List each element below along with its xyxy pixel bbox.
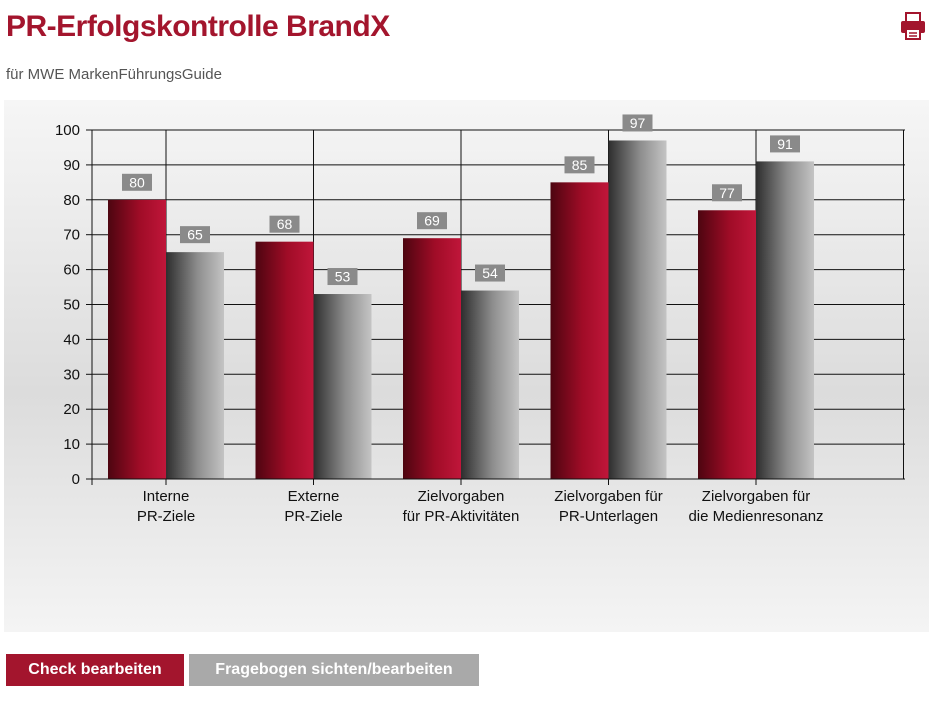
fragebogen-button[interactable]: Fragebogen sichten/bearbeiten — [189, 654, 479, 686]
data-label-box — [770, 135, 800, 153]
printer-icon[interactable] — [900, 12, 926, 40]
data-label-box — [122, 173, 152, 191]
bar — [166, 252, 224, 479]
data-label: 91 — [777, 136, 793, 152]
x-tick-label: PR-Unterlagen — [559, 508, 658, 525]
y-tick-label: 30 — [63, 366, 80, 383]
bar — [756, 161, 814, 479]
y-tick-label: 10 — [63, 436, 80, 453]
x-tick-label: Interne — [143, 488, 190, 505]
y-tick-label: 50 — [63, 297, 80, 314]
bar-chart: 80 65 68 53 69 54 85 97 77 91 0 10 20 30 40 50 60 70 80 90… — [55, 114, 905, 525]
page-title: PR-Erfolgskontrolle BrandX — [6, 10, 390, 43]
bar — [461, 290, 519, 479]
x-tick-label: Zielvorgaben für — [554, 488, 662, 505]
y-tick-label: 80 — [63, 192, 80, 209]
data-label: 77 — [719, 185, 735, 201]
data-label-box — [564, 156, 595, 174]
data-label: 85 — [572, 157, 588, 173]
bar — [313, 294, 372, 479]
data-label-box — [180, 226, 210, 244]
data-label: 69 — [424, 213, 440, 229]
data-label: 65 — [187, 227, 203, 243]
data-label: 53 — [335, 269, 351, 285]
x-tick-label: Zielvorgaben für — [702, 488, 810, 505]
page-subtitle: für MWE MarkenFührungsGuide — [6, 66, 222, 83]
bar — [608, 140, 667, 479]
y-tick-label: 70 — [63, 227, 80, 244]
y-tick-label: 0 — [72, 471, 80, 488]
data-label-box — [417, 212, 447, 230]
check-bearbeiten-button[interactable]: Check bearbeiten — [6, 654, 184, 686]
y-tick-label: 40 — [63, 331, 80, 348]
data-label: 54 — [482, 265, 498, 281]
chart-panel: 80 65 68 53 69 54 85 97 77 91 0 10 20 30 40 50 60 70 80 90… — [4, 100, 929, 632]
bar — [698, 210, 756, 479]
data-label-box — [327, 268, 358, 286]
bar — [403, 238, 461, 479]
data-label-box — [712, 184, 742, 202]
y-tick-label: 90 — [63, 157, 80, 174]
x-tick-label: für PR-Aktivitäten — [403, 508, 520, 525]
x-tick-label: Externe — [288, 488, 340, 505]
data-label-box — [475, 264, 505, 282]
y-tick-label: 20 — [63, 401, 80, 418]
data-label: 80 — [129, 174, 145, 190]
data-label-box — [622, 114, 653, 132]
x-tick-label: Zielvorgaben — [418, 488, 505, 505]
x-tick-label: die Medienresonanz — [688, 508, 823, 525]
bar — [550, 182, 609, 479]
x-tick-label: PR-Ziele — [284, 508, 342, 525]
data-label: 97 — [630, 115, 646, 131]
bar — [108, 199, 166, 480]
bar — [255, 241, 314, 479]
y-tick-label: 100 — [55, 122, 80, 139]
data-label-box — [269, 215, 300, 233]
y-tick-label: 60 — [63, 262, 80, 279]
data-label: 68 — [277, 216, 293, 232]
x-tick-label: PR-Ziele — [137, 508, 195, 525]
